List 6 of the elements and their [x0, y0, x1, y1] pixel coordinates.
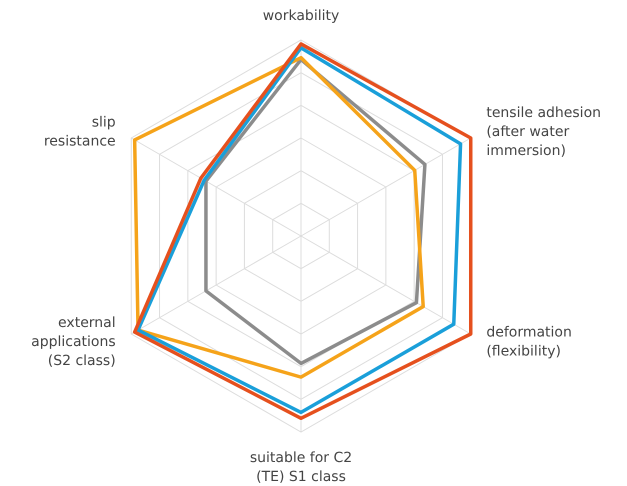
- spoke-label: workability: [262, 8, 340, 24]
- spoke-label: external applications (S2 class): [31, 315, 116, 369]
- spoke-label: deformation (flexibility): [486, 324, 572, 360]
- spoke-label: tensile adhesion (after water immersion): [486, 105, 602, 159]
- spoke-label: suitable for C2 (TE) S1 class: [250, 450, 352, 485]
- spoke-label: slip resistance: [44, 114, 116, 150]
